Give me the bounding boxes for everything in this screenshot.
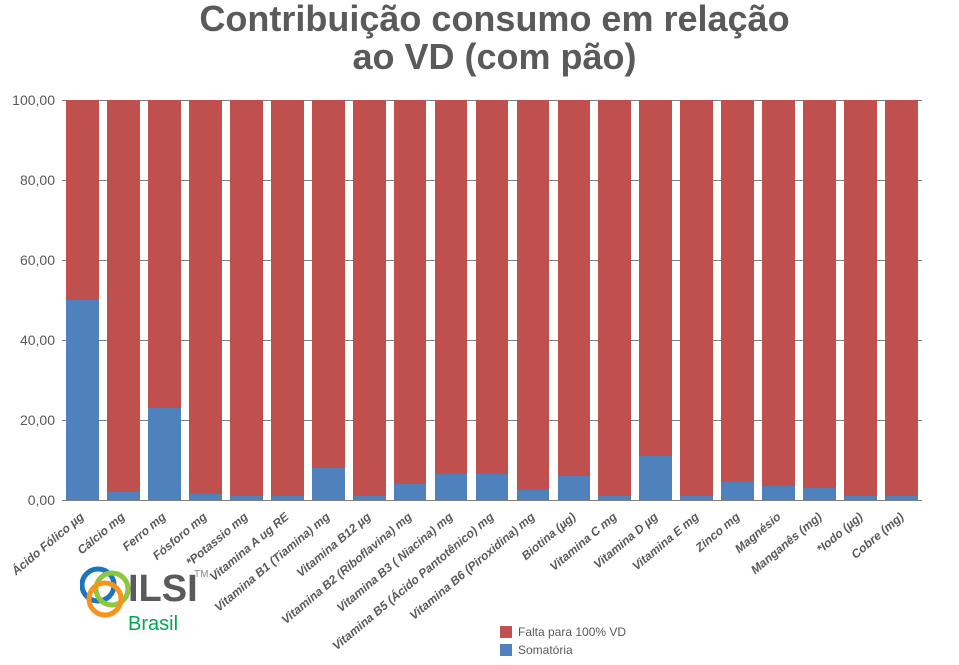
bar-slot xyxy=(721,100,754,500)
bar-segment-falta xyxy=(271,100,304,496)
bar-segment-falta xyxy=(844,100,877,496)
bar-segment-somatoria xyxy=(353,496,386,500)
bar-segment-falta xyxy=(721,100,754,482)
bar-segment-somatoria xyxy=(271,496,304,500)
bar-segment-somatoria xyxy=(639,456,672,500)
bar-segment-somatoria xyxy=(230,496,263,500)
legend-swatch xyxy=(500,626,512,638)
logo-tm: TM xyxy=(194,569,208,580)
bar-segment-somatoria xyxy=(476,474,509,500)
bar-segment-falta xyxy=(639,100,672,456)
bar-segment-somatoria xyxy=(66,300,99,500)
bar-segment-somatoria xyxy=(107,492,140,500)
ytick-label: 80,00 xyxy=(0,172,55,188)
bar-segment-falta xyxy=(680,100,713,496)
legend-swatch xyxy=(500,644,512,656)
bar-segment-falta xyxy=(312,100,345,468)
legend-item: Falta para 100% VD xyxy=(500,625,626,639)
bar-segment-somatoria xyxy=(844,496,877,500)
bar-segment-falta xyxy=(803,100,836,488)
ytick-label: 100,00 xyxy=(0,92,55,108)
bar-slot xyxy=(66,100,99,500)
bar-segment-somatoria xyxy=(721,482,754,500)
ilsi-logo-svg: ILSI Brasil TM xyxy=(80,555,240,655)
bar-slot xyxy=(598,100,631,500)
bar-segment-falta xyxy=(394,100,427,484)
bar-slot xyxy=(762,100,795,500)
bars-container xyxy=(62,100,922,500)
ytick-label: 0,00 xyxy=(0,492,55,508)
bar-slot xyxy=(639,100,672,500)
legend-label: Falta para 100% VD xyxy=(518,625,626,639)
bar-segment-somatoria xyxy=(885,496,918,500)
bar-segment-falta xyxy=(230,100,263,496)
logo-text-main: ILSI xyxy=(128,568,198,610)
bar-segment-falta xyxy=(107,100,140,492)
bar-slot xyxy=(394,100,427,500)
bar-slot xyxy=(558,100,591,500)
bar-segment-somatoria xyxy=(558,476,591,500)
ilsi-logo: ILSI Brasil TM xyxy=(80,555,240,655)
bar-segment-falta xyxy=(598,100,631,496)
bar-segment-falta xyxy=(476,100,509,474)
bar-segment-falta xyxy=(762,100,795,486)
bar-slot xyxy=(844,100,877,500)
ytick-label: 60,00 xyxy=(0,252,55,268)
bar-segment-falta xyxy=(435,100,468,474)
bar-segment-somatoria xyxy=(148,408,181,500)
legend-item: Somatória xyxy=(500,643,626,657)
bar-segment-falta xyxy=(66,100,99,300)
bar-slot xyxy=(680,100,713,500)
bar-segment-falta xyxy=(189,100,222,494)
bar-segment-somatoria xyxy=(312,468,345,500)
chart-page: { "chart": { "type": "stacked-bar", "tit… xyxy=(0,0,959,665)
bar-segment-falta xyxy=(885,100,918,496)
chart-title: Contribuição consumo em relação ao VD (c… xyxy=(60,0,929,76)
legend-label: Somatória xyxy=(518,643,573,657)
ytick-label: 40,00 xyxy=(0,332,55,348)
bar-segment-somatoria xyxy=(394,484,427,500)
bar-slot xyxy=(476,100,509,500)
bar-slot xyxy=(107,100,140,500)
bar-segment-somatoria xyxy=(517,490,550,500)
bar-slot xyxy=(803,100,836,500)
plot-area xyxy=(62,100,922,501)
bar-slot xyxy=(148,100,181,500)
bar-segment-somatoria xyxy=(680,496,713,500)
logo-text-sub: Brasil xyxy=(128,613,178,635)
bar-slot xyxy=(353,100,386,500)
bar-slot xyxy=(517,100,550,500)
bar-slot xyxy=(435,100,468,500)
bar-slot xyxy=(230,100,263,500)
bar-segment-falta xyxy=(148,100,181,408)
bar-segment-falta xyxy=(558,100,591,476)
xtick-label: Manganês (mg) xyxy=(748,510,824,577)
bar-segment-somatoria xyxy=(598,496,631,500)
bar-segment-somatoria xyxy=(435,474,468,500)
bar-segment-somatoria xyxy=(803,488,836,500)
ytick-label: 20,00 xyxy=(0,412,55,428)
legend: Falta para 100% VD Somatória xyxy=(500,625,626,657)
bar-slot xyxy=(189,100,222,500)
bar-segment-falta xyxy=(517,100,550,490)
bar-segment-somatoria xyxy=(762,486,795,500)
bar-slot xyxy=(271,100,304,500)
bar-segment-somatoria xyxy=(189,494,222,500)
xtick-label: Ácido Fólico µg xyxy=(9,510,87,578)
bar-slot xyxy=(312,100,345,500)
bar-slot xyxy=(885,100,918,500)
bar-segment-falta xyxy=(353,100,386,496)
